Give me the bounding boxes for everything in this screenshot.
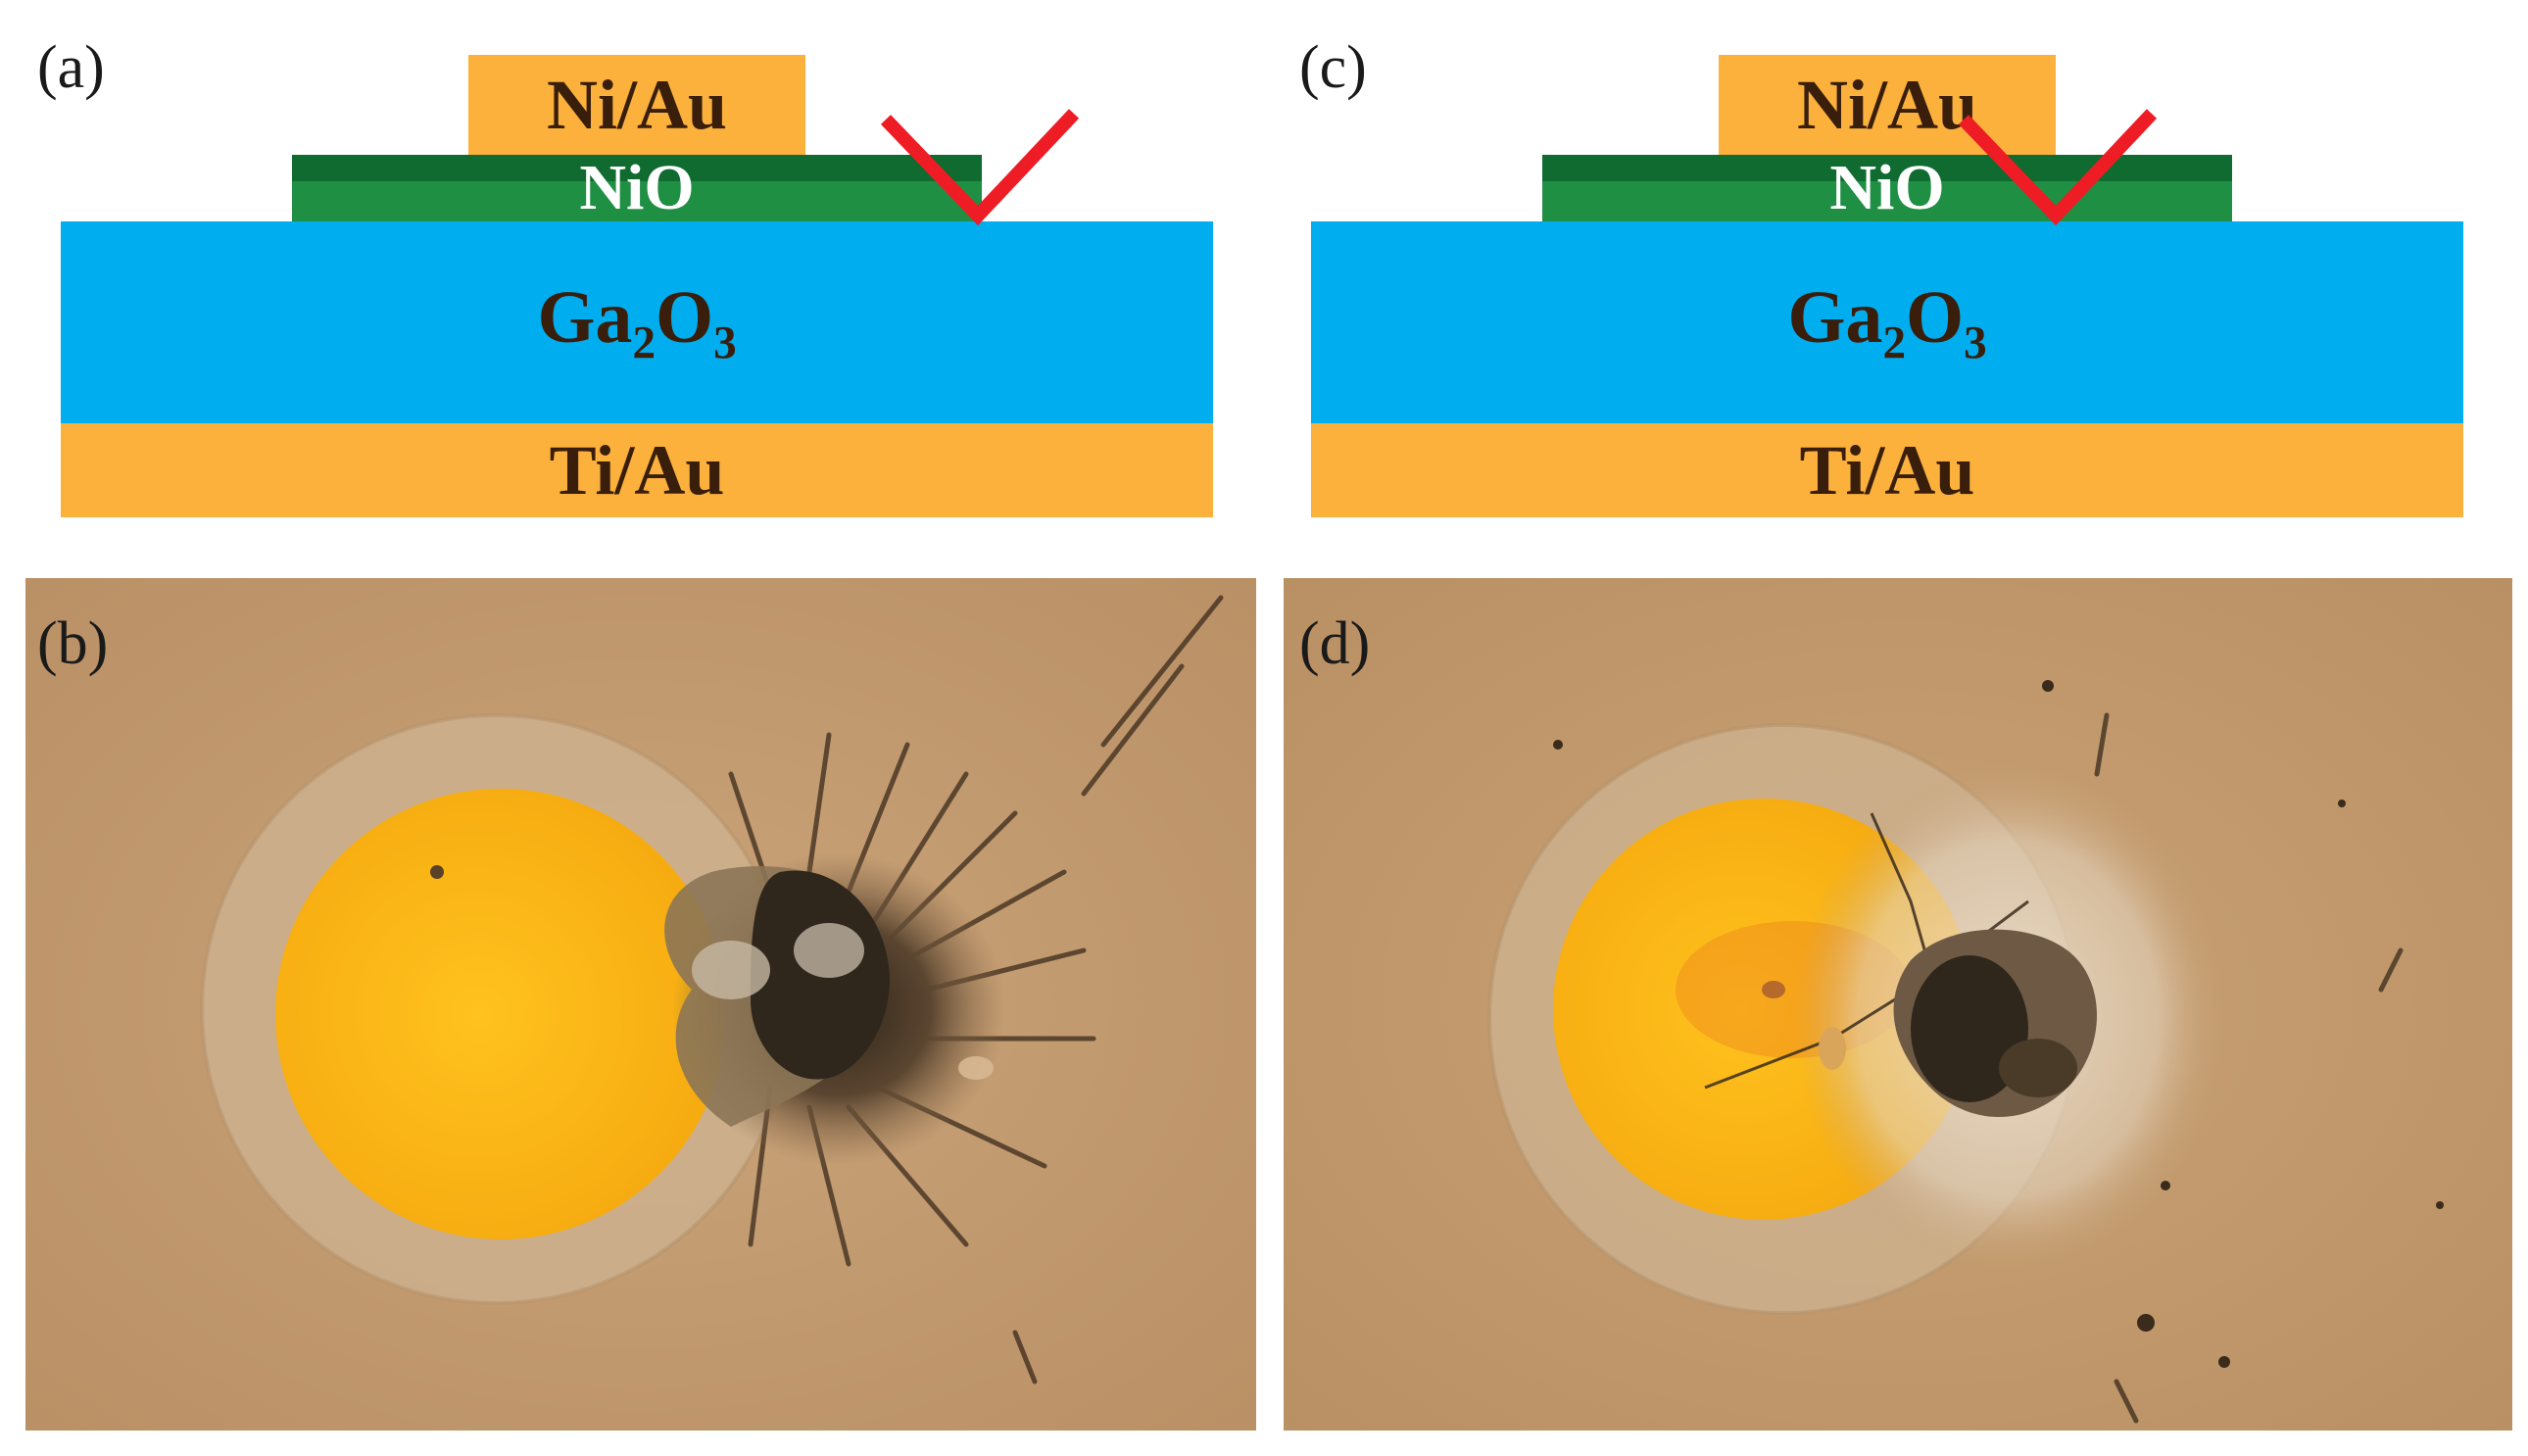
checkmark-icon xyxy=(1958,109,2158,226)
ga2o3-label: Ga2O3 xyxy=(537,275,737,369)
ti-au-label: Ti/Au xyxy=(1799,430,1975,510)
ga2o3-substrate: Ga2O3 xyxy=(61,221,1213,423)
nio-layer: NiO xyxy=(292,152,982,223)
checkmark-icon xyxy=(880,109,1080,226)
nio-label: NiO xyxy=(1829,152,1945,223)
ti-au-contact: Ti/Au xyxy=(61,423,1213,517)
ga2o3-substrate: Ga2O3 xyxy=(1311,221,2463,423)
micrograph-b xyxy=(25,578,1256,1431)
ni-au-label: Ni/Au xyxy=(546,65,728,144)
nio-layer: NiO xyxy=(1542,152,2232,223)
panel-label-c: (c) xyxy=(1299,34,1367,101)
panel-label-d: (d) xyxy=(1299,610,1371,677)
ni-au-contact: Ni/Au xyxy=(1719,55,2056,155)
micrograph-d xyxy=(1284,578,2512,1431)
panel-label-a: (a) xyxy=(37,34,105,101)
panel-label-b: (b) xyxy=(37,610,109,677)
nio-label: NiO xyxy=(579,152,695,223)
ni-au-label: Ni/Au xyxy=(1796,65,1978,144)
ni-au-contact: Ni/Au xyxy=(468,55,805,155)
ti-au-contact: Ti/Au xyxy=(1311,423,2463,517)
ti-au-label: Ti/Au xyxy=(549,430,725,510)
ga2o3-label: Ga2O3 xyxy=(1787,275,1987,369)
